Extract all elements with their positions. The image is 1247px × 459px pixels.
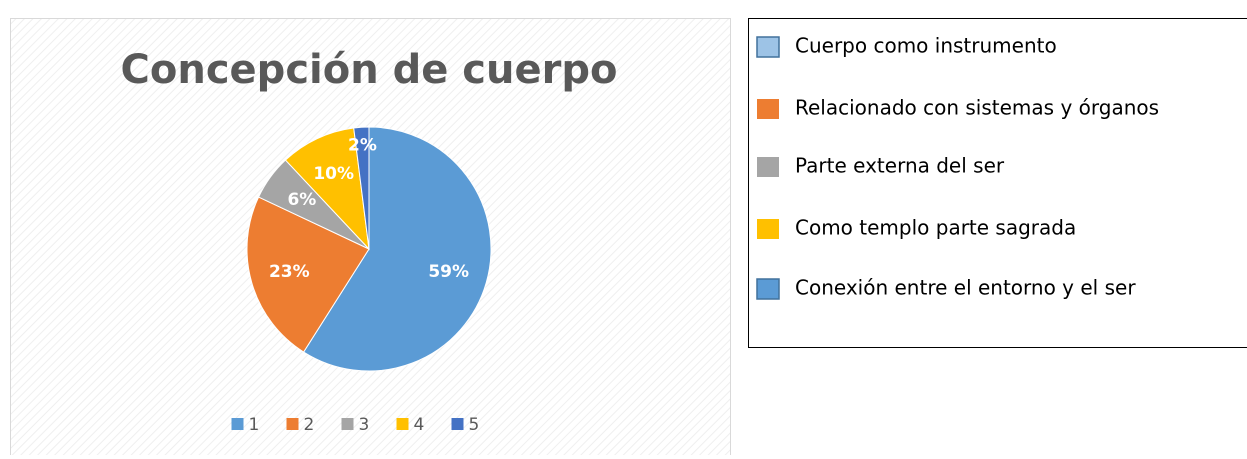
legend-label: 3 xyxy=(359,415,370,435)
data-label: 23% xyxy=(269,262,310,282)
legend-box-swatch xyxy=(757,157,779,177)
legend-box-swatch xyxy=(757,279,779,299)
chart-title: Concepción de cuerpo xyxy=(121,47,618,93)
legend-swatch xyxy=(232,418,244,430)
legend-box-label: Relacionado con sistemas y órganos xyxy=(795,96,1159,120)
data-label: 2% xyxy=(348,136,377,156)
legend-box-swatch xyxy=(757,37,779,57)
legend-box-label: Parte externa del ser xyxy=(795,154,1005,178)
legend-box-swatch xyxy=(757,99,779,119)
data-label: 10% xyxy=(313,164,354,184)
legend-swatch xyxy=(452,418,464,430)
legend-box-label: Conexión entre el entorno y el ser xyxy=(795,276,1136,300)
legend-label: 2 xyxy=(304,415,315,435)
legend-label: 1 xyxy=(249,415,260,435)
legend-label: 5 xyxy=(469,415,480,435)
data-label: 6% xyxy=(287,190,316,210)
legend-label: 4 xyxy=(414,415,425,435)
legend-box-swatch xyxy=(757,219,779,239)
pie: 59% 23% 6% 10% 2% xyxy=(247,127,491,371)
legend-swatch xyxy=(287,418,299,430)
legend-swatch xyxy=(342,418,354,430)
legend-swatch xyxy=(397,418,409,430)
legend-box-label: Como templo parte sagrada xyxy=(795,216,1076,240)
legend-box-label: Cuerpo como instrumento xyxy=(795,34,1057,58)
data-label: 59% xyxy=(428,262,469,282)
